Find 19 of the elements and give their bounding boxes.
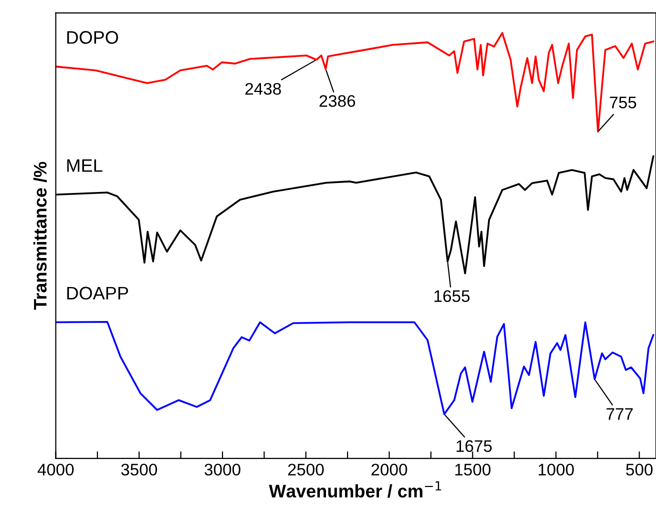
y-axis-title: Transmittance /% xyxy=(33,162,47,310)
annotation: 2386 xyxy=(320,95,356,107)
x-tick-label: 4000 xyxy=(38,464,74,476)
series-label: MEL xyxy=(67,159,102,172)
annotation: 755 xyxy=(610,96,636,108)
x-tick-label: 3500 xyxy=(121,464,158,476)
x-tick-label: 1500 xyxy=(455,464,490,476)
annotation: 777 xyxy=(606,408,633,420)
x-tick-label: 1000 xyxy=(538,464,574,476)
annotation: 1675 xyxy=(456,440,492,452)
series-label: DOPO xyxy=(67,31,118,44)
x-tick-label: 500 xyxy=(626,464,653,476)
x-tick-label: 2000 xyxy=(372,464,408,476)
x-axis-title: Wavenumber / cm$^{−1}$ xyxy=(268,481,442,498)
annotation: 2438 xyxy=(245,82,281,95)
series-label: DOAPP xyxy=(67,286,128,300)
x-tick-label: 2500 xyxy=(288,464,324,476)
x-tick-label: 3000 xyxy=(204,464,240,476)
annotation: 1655 xyxy=(434,290,470,302)
